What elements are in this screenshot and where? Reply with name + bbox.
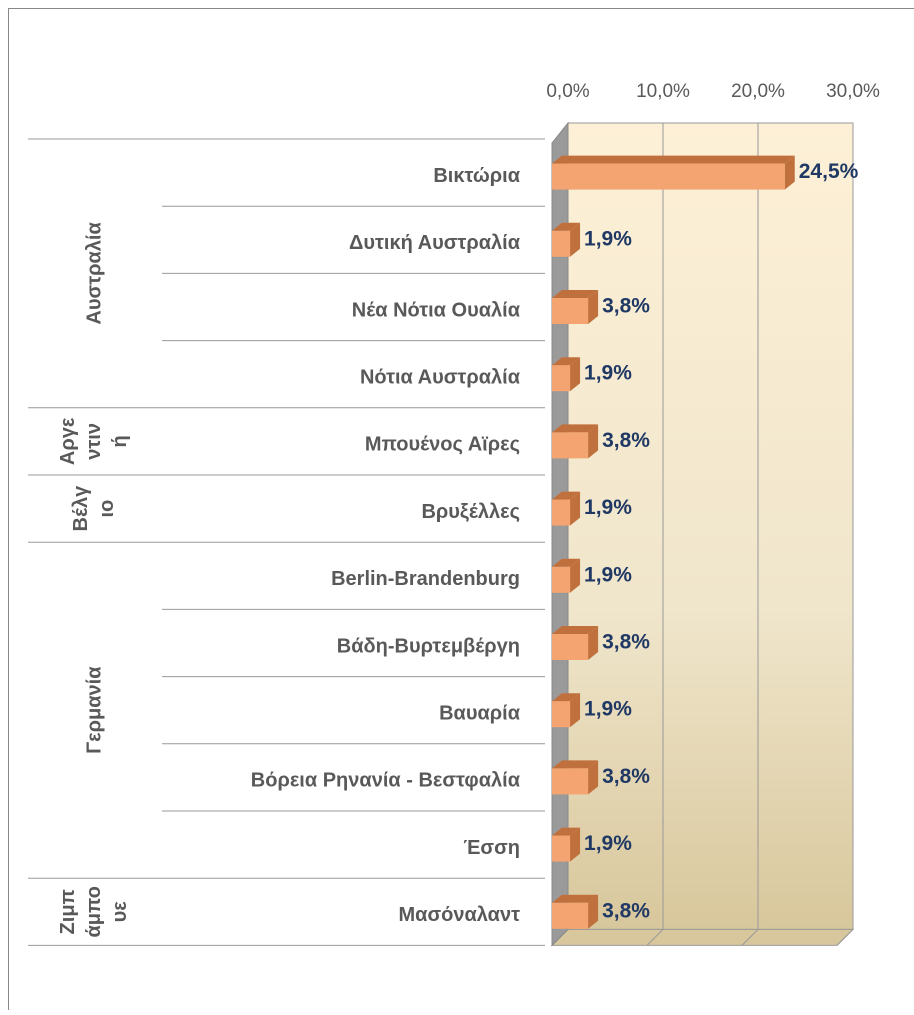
bar xyxy=(552,298,588,324)
bar xyxy=(552,231,570,257)
category-label: Βρυξέλλες xyxy=(421,501,520,523)
value-label: 1,9% xyxy=(584,496,632,519)
value-label: 3,8% xyxy=(602,899,650,922)
category-label: Berlin-Brandenburg xyxy=(331,568,520,590)
category-label: Βαυαρία xyxy=(439,702,521,724)
bar xyxy=(552,701,570,727)
bar xyxy=(552,634,588,660)
x-tick-label: 10,0% xyxy=(636,81,690,102)
floor xyxy=(552,929,853,945)
group-label: Αυστραλία xyxy=(83,222,105,325)
category-label: Δυτική Αυστραλία xyxy=(349,232,521,254)
group-label-line: Αργε xyxy=(57,417,79,465)
group-label: Γερμανία xyxy=(83,666,105,754)
bar xyxy=(552,164,785,190)
value-label: 1,9% xyxy=(584,227,632,250)
bar-top xyxy=(552,156,795,164)
value-label: 3,8% xyxy=(602,765,650,788)
bar xyxy=(552,567,570,593)
value-label: 3,8% xyxy=(602,295,650,318)
bar xyxy=(552,365,570,391)
bar xyxy=(552,836,570,862)
group-label-line: ντιν xyxy=(83,423,105,460)
value-label: 3,8% xyxy=(602,631,650,654)
x-tick-label: 20,0% xyxy=(731,81,785,102)
group-label-line: ή xyxy=(109,435,131,447)
category-label: Βόρεια Ρηνανία - Βεστφαλία xyxy=(251,770,521,792)
category-label: Βάδη-Βυρτεμβέργη xyxy=(337,635,520,657)
x-tick-label: 0,0% xyxy=(546,81,589,102)
bar xyxy=(552,903,588,929)
category-label: Έσση xyxy=(463,837,520,859)
bar xyxy=(552,500,570,526)
value-label: 1,9% xyxy=(584,832,632,855)
group-label-line: υε xyxy=(109,901,131,923)
value-label: 24,5% xyxy=(799,160,859,183)
bar xyxy=(552,432,588,458)
group-label-line: Βέλγ xyxy=(70,485,92,532)
category-label: Νότια Αυστραλία xyxy=(360,366,521,388)
value-label: 1,9% xyxy=(584,698,632,721)
bar xyxy=(552,768,588,794)
category-label: Νέα Νότια Ουαλία xyxy=(352,299,521,321)
value-label: 1,9% xyxy=(584,362,632,385)
group-label-line: Ζιμπ xyxy=(57,889,79,934)
group-label-line: ιο xyxy=(96,500,118,518)
category-label: Βικτώρια xyxy=(433,165,520,187)
category-label: Μπουένος Αϊρες xyxy=(365,434,520,456)
value-label: 3,8% xyxy=(602,429,650,452)
x-tick-label: 30,0% xyxy=(826,81,880,102)
category-label: Μασόναλαντ xyxy=(399,904,521,926)
group-label-line: άμπο xyxy=(83,886,105,938)
value-label: 1,9% xyxy=(584,563,632,586)
